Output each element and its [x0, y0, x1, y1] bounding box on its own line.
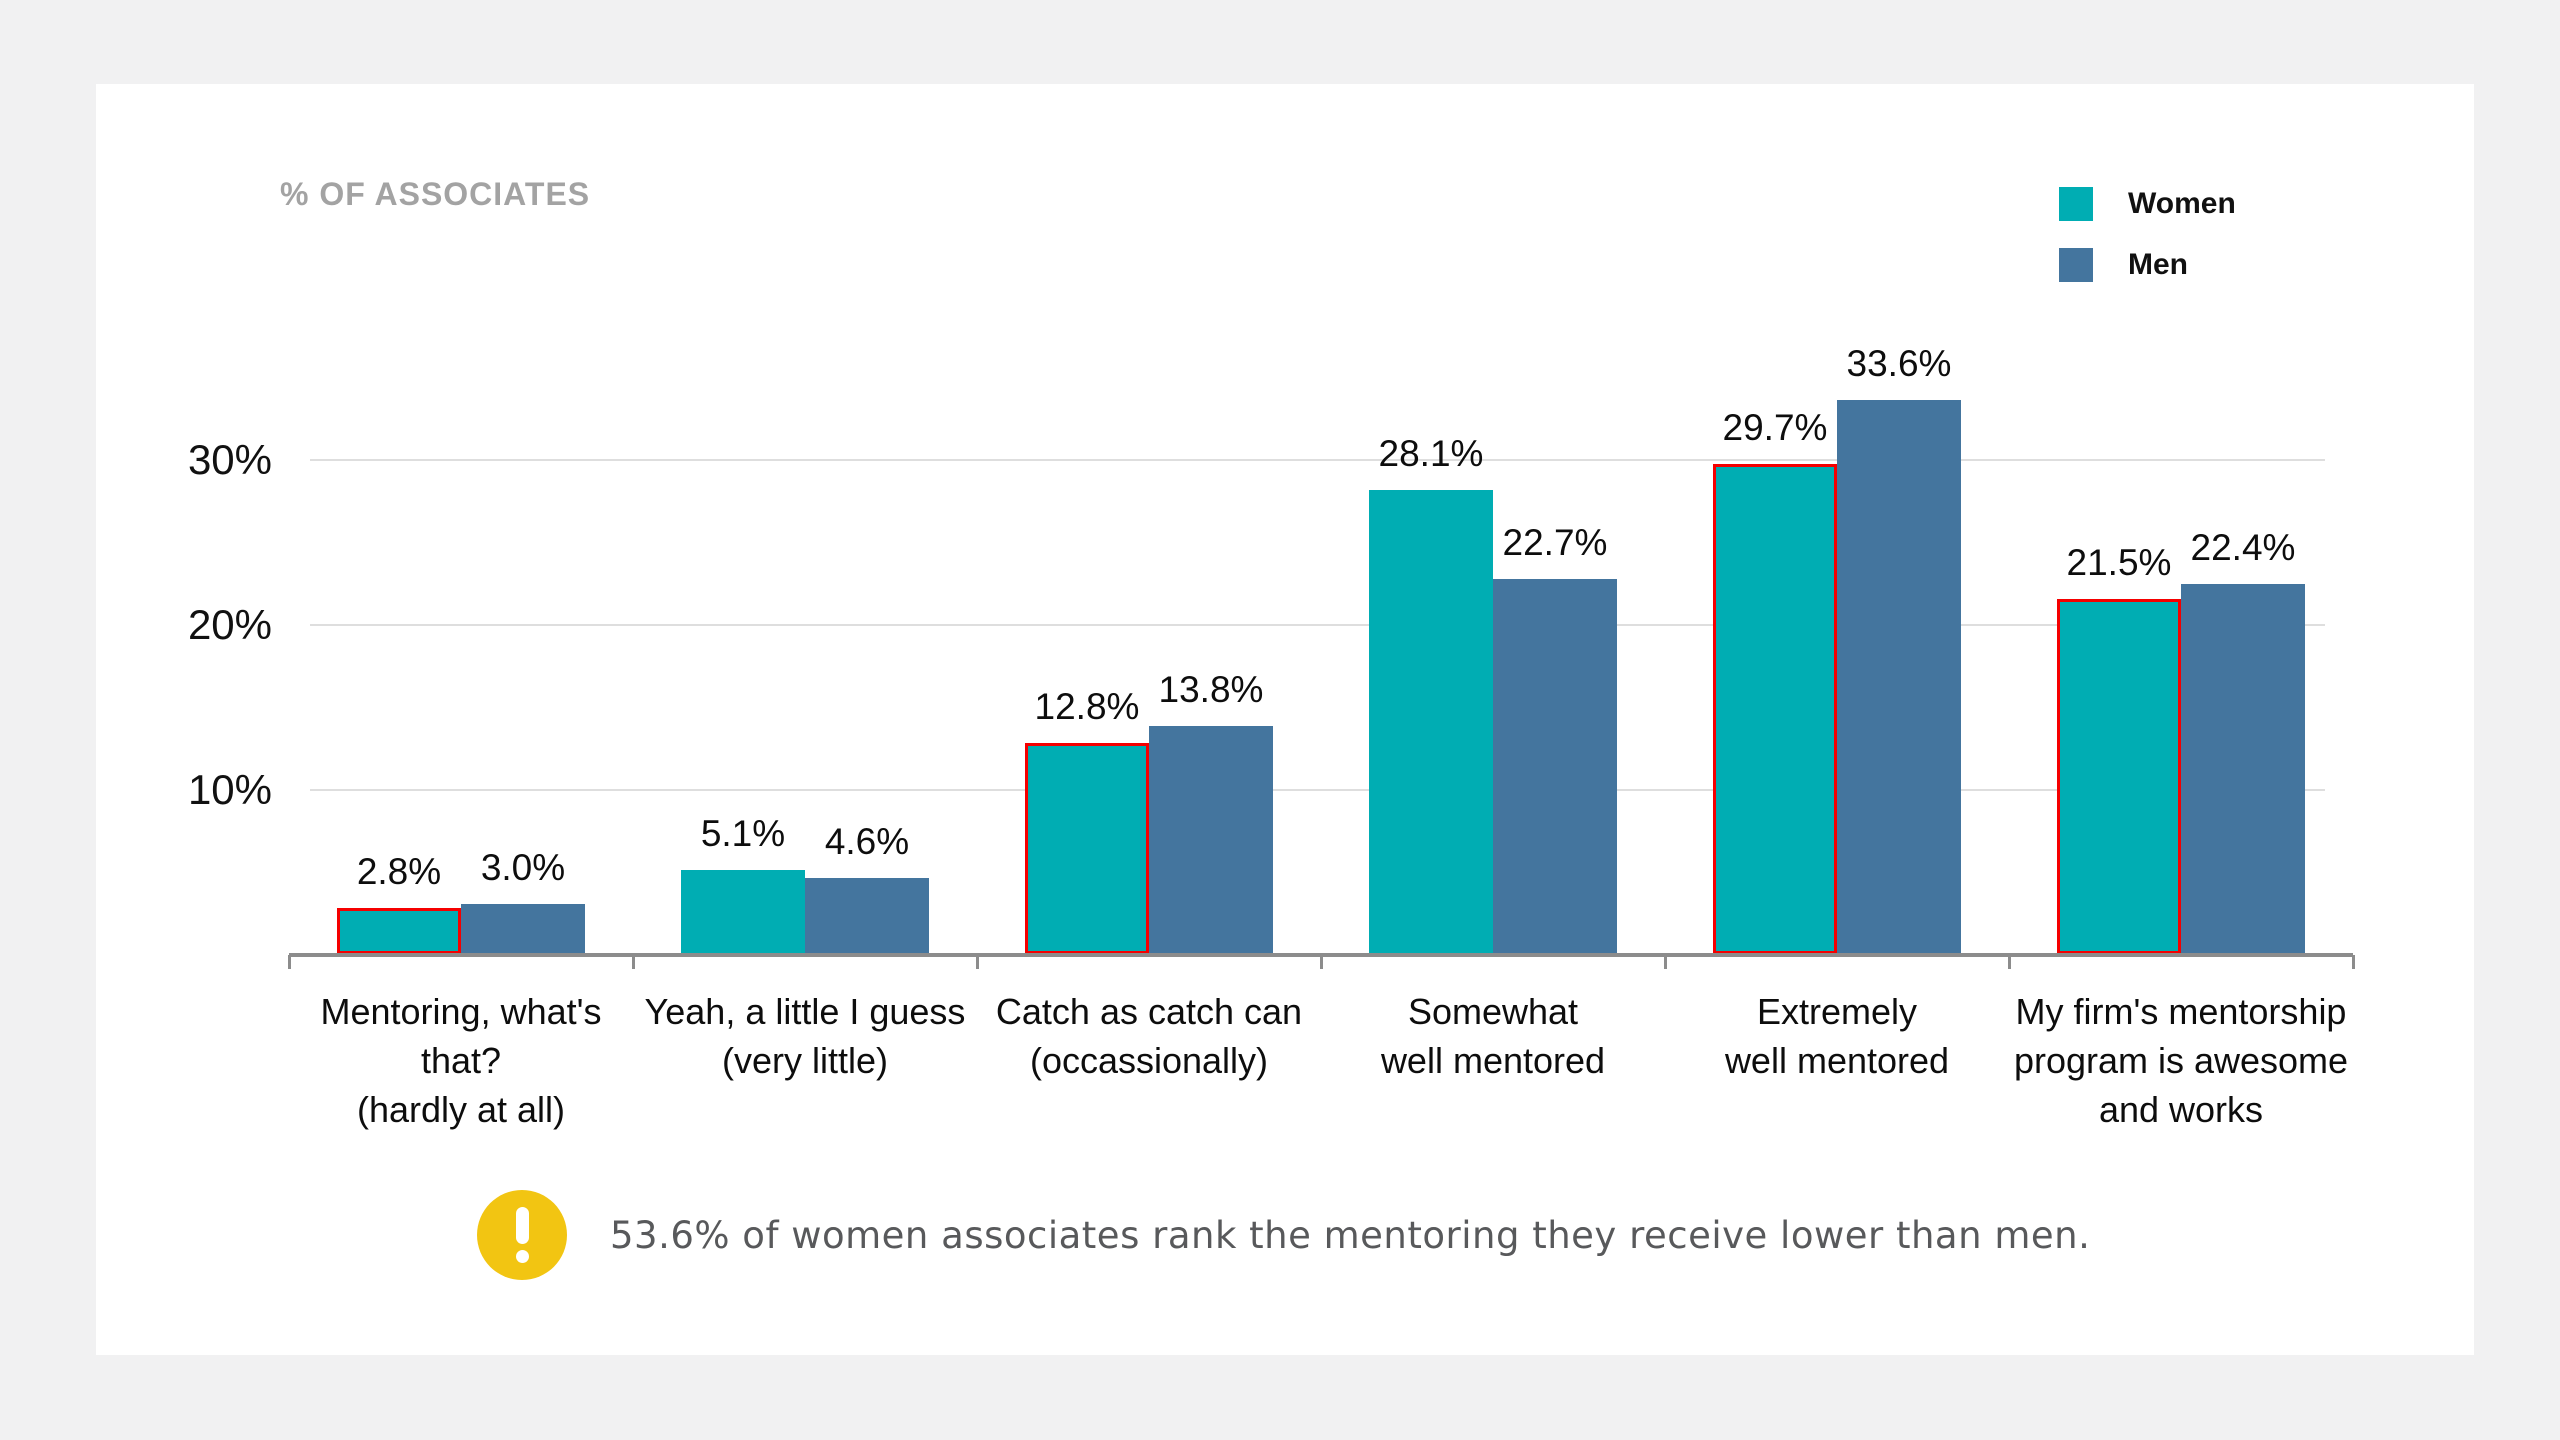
legend-swatch-men [2059, 248, 2093, 282]
value-label-women-4: 29.7% [1722, 407, 1828, 448]
axis-tick-6 [2352, 955, 2355, 969]
bar-women-3 [1369, 490, 1493, 954]
callout-text: 53.6% of women associates rank the mento… [610, 1213, 2091, 1257]
axis-tick-2 [976, 955, 979, 969]
legend-swatch-women [2059, 187, 2093, 221]
y-axis-label-30: 30% [187, 436, 272, 483]
exclamation-circle-icon [477, 1190, 567, 1280]
bar-women-0 [337, 908, 461, 954]
category-label-0: Mentoring, what's that? (hardly at all) [320, 991, 602, 1130]
axis-tick-1 [632, 955, 635, 969]
value-label-women-0: 2.8% [356, 851, 442, 892]
bar-women-5 [2057, 599, 2181, 954]
legend-item-women: Women [2059, 187, 2236, 221]
legend: Women Men [2059, 187, 2236, 282]
value-label-men-4: 33.6% [1846, 343, 1952, 384]
exclamation-dot [515, 1250, 529, 1263]
bar-women-4 [1713, 464, 1837, 954]
bar-men-2 [1149, 726, 1273, 954]
axis-tick-5 [2008, 955, 2011, 969]
value-label-women-5: 21.5% [2066, 542, 2172, 583]
value-label-men-3: 22.7% [1502, 522, 1608, 563]
callout: 53.6% of women associates rank the mento… [477, 1190, 2090, 1280]
bar-women-2 [1025, 743, 1149, 954]
category-label-5: My firm's mentorship program is awesome … [2013, 991, 2349, 1130]
y-axis-label-20: 20% [187, 601, 272, 648]
axis-tick-3 [1320, 955, 1323, 969]
chart-title: % OF ASSOCIATES [280, 176, 591, 212]
value-label-men-0: 3.0% [480, 847, 566, 888]
plot-area: 10% 20% 30% 2.8% 3.0% Mentoring, what's that?… [96, 84, 2474, 1355]
gridline-10 [310, 789, 2325, 791]
axis-tick-0 [288, 955, 291, 969]
value-label-men-1: 4.6% [824, 821, 910, 862]
value-label-women-3: 28.1% [1378, 433, 1484, 474]
category-label-1: Yeah, a little I guess (very little) [644, 991, 966, 1081]
bar-men-4 [1837, 400, 1961, 954]
value-label-men-2: 13.8% [1158, 669, 1264, 710]
bar-men-5 [2181, 584, 2305, 954]
bar-men-0 [461, 904, 585, 954]
value-label-women-1: 5.1% [700, 813, 786, 854]
value-label-men-5: 22.4% [2190, 527, 2296, 568]
gridline-20 [310, 624, 2325, 626]
exclamation-bar [515, 1207, 529, 1244]
value-label-women-2: 12.8% [1034, 686, 1140, 727]
category-label-2: Catch as catch can (occassionally) [995, 991, 1303, 1081]
chart-card: % OF ASSOCIATES Women Men 10% 20% 30% 2.8% 3.… [96, 84, 2474, 1355]
y-axis-label-10: 10% [187, 766, 272, 813]
legend-label-women: Women [2128, 187, 2236, 220]
legend-item-men: Men [2059, 248, 2236, 282]
gridline-30 [310, 459, 2325, 461]
bar-women-1 [681, 870, 805, 954]
category-label-4: Extremely well mentored [1724, 991, 1950, 1081]
category-label-3: Somewhat well mentored [1380, 991, 1606, 1081]
bar-men-3 [1493, 579, 1617, 954]
bar-men-1 [805, 878, 929, 954]
axis-tick-4 [1664, 955, 1667, 969]
legend-label-men: Men [2128, 248, 2188, 281]
